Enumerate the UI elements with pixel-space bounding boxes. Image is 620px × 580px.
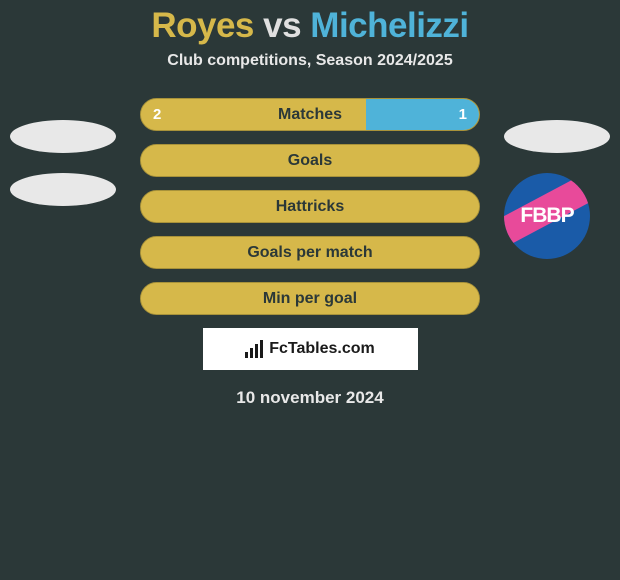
stat-bar: Min per goal (140, 282, 480, 315)
title-player2: Michelizzi (310, 6, 468, 45)
stat-bar: Goals (140, 144, 480, 177)
watermark: FcTables.com (203, 328, 418, 370)
stat-row: Min per goal (0, 282, 620, 315)
stat-bar: Hattricks (140, 190, 480, 223)
title-vs: vs (263, 6, 301, 45)
content-root: Royes vs Michelizzi Club competitions, S… (0, 0, 620, 580)
date-line: 10 november 2024 (0, 388, 620, 408)
title-player1: Royes (151, 6, 254, 45)
subtitle: Club competitions, Season 2024/2025 (0, 52, 620, 70)
stat-bar: Goals per match (140, 236, 480, 269)
stat-label: Goals (141, 152, 479, 170)
bar-chart-icon (245, 340, 263, 358)
stat-bar: Matches2 1 (140, 98, 480, 131)
stat-label: Min per goal (141, 290, 479, 308)
stat-row: Matches2 1 (0, 98, 620, 131)
stat-value-right: 1 (459, 106, 467, 123)
stat-label: Hattricks (141, 198, 479, 216)
stat-value-left: 2 (153, 106, 161, 123)
stat-label: Goals per match (141, 244, 479, 262)
watermark-text: FcTables.com (269, 340, 375, 358)
stat-label: Matches (141, 106, 479, 124)
stat-row: Goals (0, 144, 620, 177)
badge-text: FBBP (520, 204, 573, 228)
stat-row: Goals per match (0, 236, 620, 269)
page-title: Royes vs Michelizzi (0, 0, 620, 46)
